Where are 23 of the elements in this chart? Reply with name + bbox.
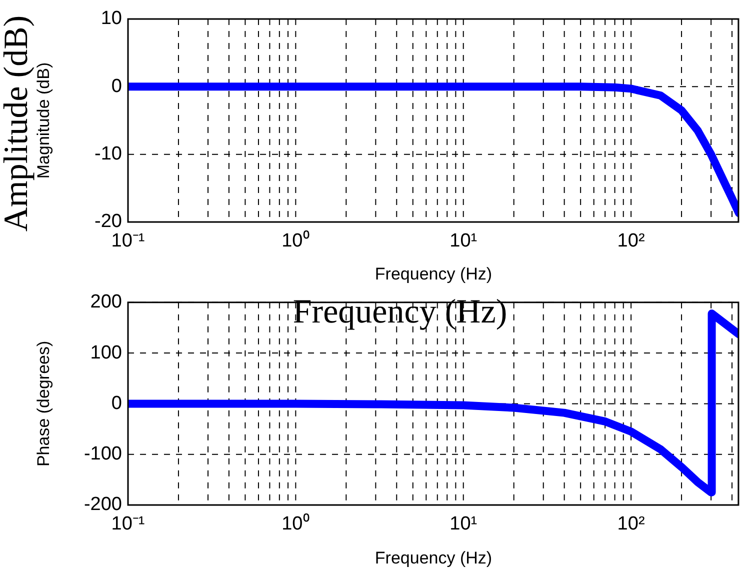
x-tick-label: 10⁰ — [282, 230, 310, 252]
y-axis-title: Phase (degrees) — [34, 340, 53, 467]
y-tick-label: 0 — [111, 392, 122, 414]
x-tick-label: 10¹ — [450, 230, 478, 252]
x-tick-label: 10² — [617, 514, 645, 535]
y-axis-title: Magnitude (dB) — [34, 62, 53, 179]
y-tick-label: 200 — [90, 292, 122, 313]
y-tick-label: 0 — [111, 76, 122, 97]
y-tick-label: 100 — [90, 342, 122, 364]
y-tick-label: -10 — [94, 144, 122, 165]
x-tick-label: 10⁻¹ — [111, 230, 145, 252]
x-tick-label: 10¹ — [450, 514, 478, 535]
y-tick-label: 10 — [100, 8, 122, 30]
y-tick-label: -200 — [84, 494, 122, 516]
text: Amplitude (dB) — [0, 15, 35, 232]
x-tick-label: 10⁰ — [282, 512, 310, 535]
y-tick-label: -20 — [94, 211, 122, 232]
y-tick-label: -100 — [84, 444, 122, 465]
annotation: Frequency (Hz) — [292, 293, 508, 330]
x-tick-label: 10⁻¹ — [111, 514, 145, 535]
x-axis-title: Frequency (Hz) — [374, 548, 492, 568]
x-axis-title: Frequency (Hz) — [374, 264, 492, 284]
x-tick-label: 10² — [617, 230, 645, 252]
